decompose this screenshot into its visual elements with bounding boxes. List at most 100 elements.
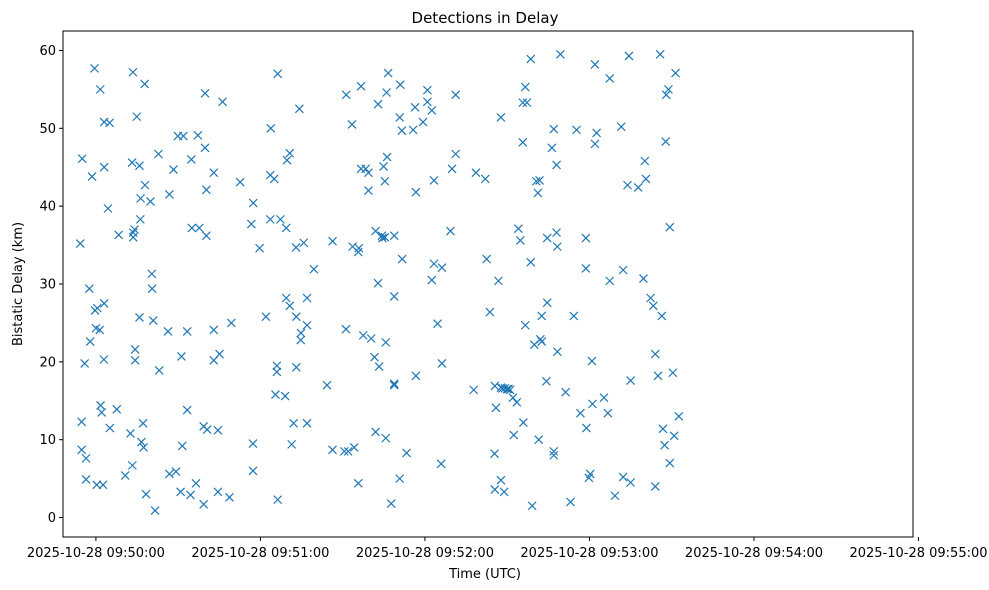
data-point	[599, 393, 609, 403]
data-point	[135, 214, 145, 224]
data-point	[187, 223, 197, 233]
data-point	[148, 316, 158, 326]
data-point	[199, 499, 209, 509]
data-point	[265, 214, 275, 224]
data-point	[514, 224, 523, 234]
data-point	[395, 80, 405, 90]
data-point	[658, 424, 668, 434]
data-point	[135, 313, 144, 322]
data-point	[169, 165, 178, 174]
data-point	[135, 161, 144, 171]
data-point	[663, 84, 673, 94]
data-point	[518, 418, 528, 427]
data-point	[382, 152, 392, 162]
data-point	[201, 185, 211, 195]
data-point	[650, 481, 660, 491]
data-point	[389, 292, 399, 301]
data-point	[302, 418, 312, 428]
data-point	[322, 380, 332, 390]
data-point	[309, 264, 319, 274]
data-point	[282, 155, 292, 165]
data-point	[408, 125, 418, 135]
data-point	[147, 269, 157, 279]
data-point	[266, 123, 276, 133]
data-point	[605, 276, 615, 286]
data-point	[561, 387, 571, 397]
y-axis-ticks: 0 10 20 30 40 50 60	[39, 44, 63, 526]
data-point	[549, 446, 559, 456]
data-point	[343, 446, 353, 456]
data-point	[139, 443, 149, 452]
data-point	[358, 330, 368, 340]
data-point	[81, 453, 91, 463]
data-point	[389, 380, 399, 390]
data-point	[429, 259, 439, 269]
data-point	[296, 335, 306, 345]
data-point	[640, 156, 650, 166]
data-point	[299, 238, 309, 248]
data-point	[213, 425, 223, 435]
data-point	[99, 162, 109, 172]
data-point	[646, 293, 656, 303]
data-point	[633, 183, 643, 192]
data-point	[191, 478, 201, 488]
data-point	[534, 435, 544, 445]
data-point	[626, 478, 636, 487]
data-point	[588, 399, 597, 409]
data-point	[130, 225, 139, 234]
data-point	[90, 63, 99, 73]
data-point	[422, 85, 432, 95]
y-axis-title: Bistatic Delay (km)	[11, 222, 26, 346]
data-point	[272, 367, 282, 377]
data-point	[518, 98, 528, 108]
data-point	[552, 160, 561, 170]
data-point	[552, 347, 562, 357]
data-point	[92, 480, 102, 490]
x-tick-label: 2025-10-28 09:51:00	[191, 546, 329, 561]
data-point	[650, 349, 660, 359]
data-point	[527, 501, 537, 511]
data-point	[380, 176, 390, 186]
data-point	[639, 274, 648, 283]
y-tick-label: 0	[48, 511, 56, 526]
data-point	[80, 358, 90, 368]
data-point	[526, 257, 536, 267]
data-point	[395, 112, 405, 122]
y-tick-label: 60	[39, 44, 56, 59]
x-tick-label: 2025-10-28 09:54:00	[685, 546, 823, 561]
data-point	[248, 466, 258, 476]
data-point	[610, 491, 620, 501]
data-point	[248, 198, 258, 208]
data-point	[665, 458, 675, 468]
y-tick-label: 40	[39, 200, 56, 215]
data-point	[285, 148, 295, 158]
data-point	[353, 247, 363, 257]
data-point	[500, 383, 510, 393]
data-point	[624, 51, 634, 61]
data-point	[281, 223, 291, 233]
data-point	[291, 242, 301, 252]
data-point	[178, 131, 188, 141]
data-point	[665, 222, 675, 232]
data-point	[451, 149, 461, 159]
data-point	[374, 362, 384, 371]
data-point	[535, 334, 545, 344]
data-point	[648, 301, 658, 311]
data-point	[150, 506, 160, 515]
data-point	[255, 243, 265, 253]
data-point	[575, 408, 585, 418]
data-point	[429, 176, 439, 185]
data-point	[213, 487, 223, 497]
data-point	[669, 431, 679, 441]
data-point	[603, 408, 613, 418]
data-point	[291, 362, 301, 372]
points-layer	[75, 49, 684, 515]
data-point	[512, 397, 522, 407]
data-point	[566, 497, 575, 507]
data-point	[273, 69, 283, 79]
data-point	[302, 320, 312, 330]
data-point	[518, 137, 528, 147]
data-point	[549, 124, 559, 134]
data-point	[618, 265, 628, 275]
data-point	[302, 293, 312, 303]
